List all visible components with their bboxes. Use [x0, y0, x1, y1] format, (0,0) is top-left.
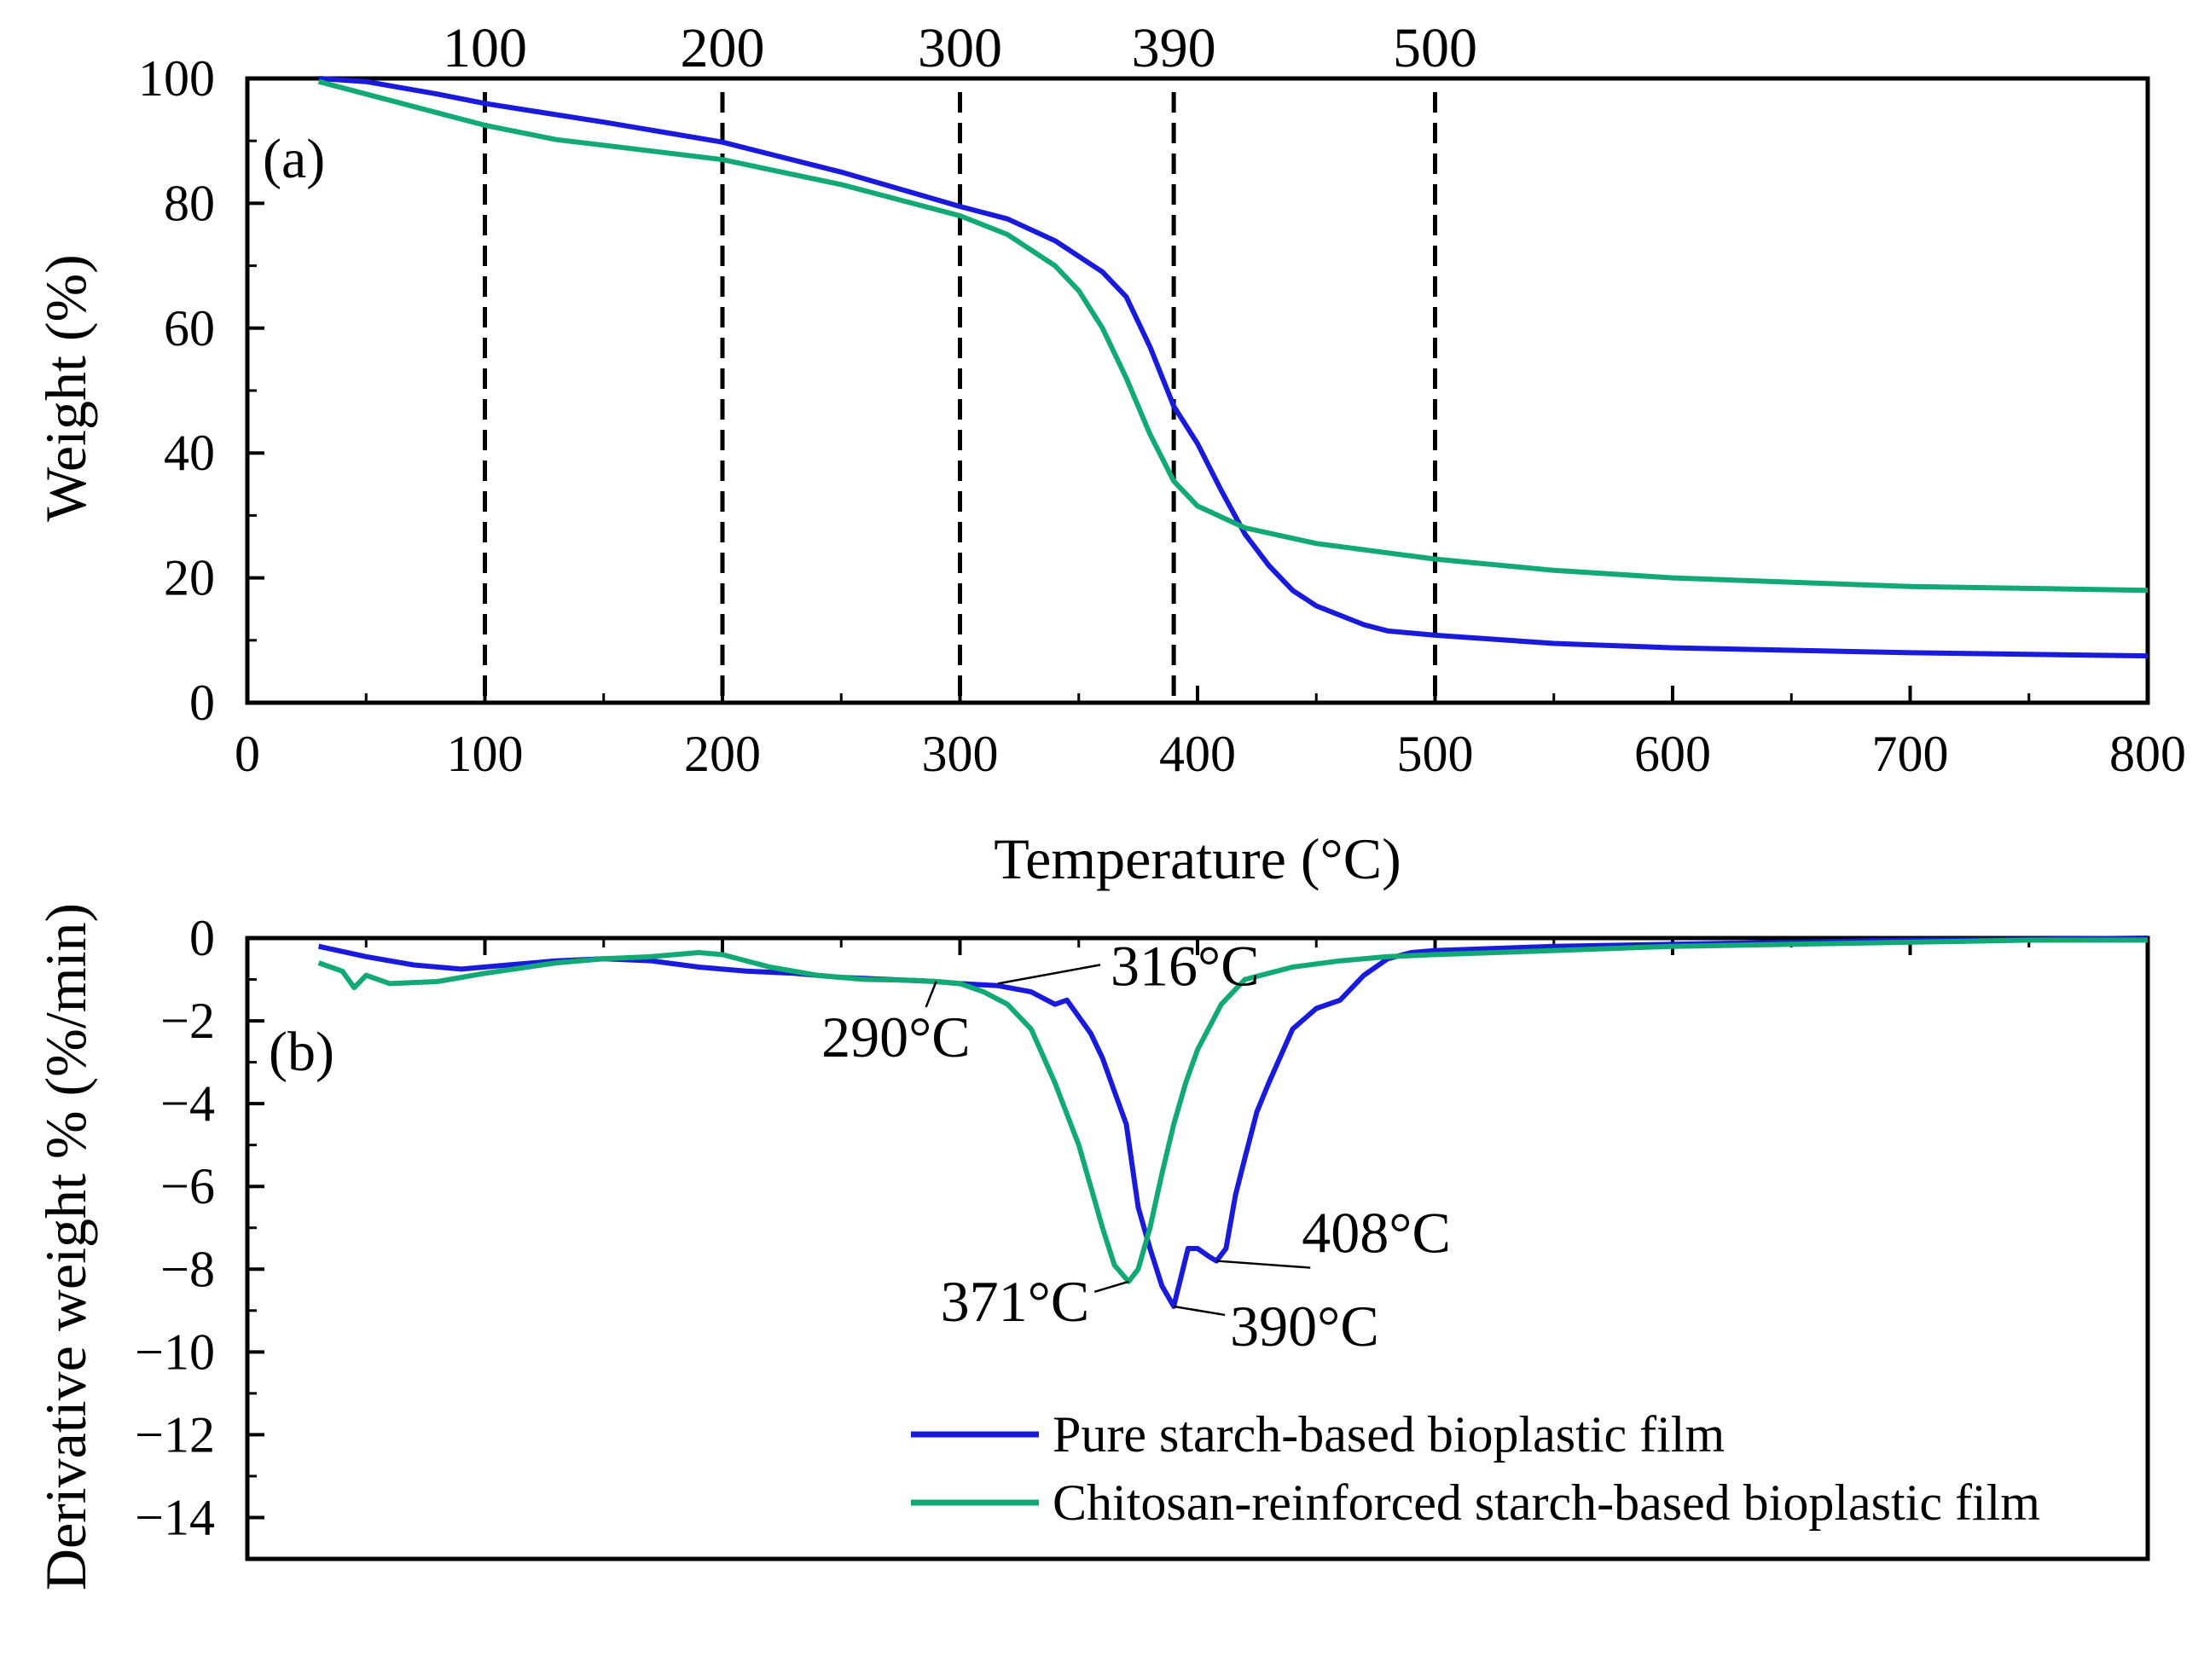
- x-tick-label: 300: [922, 726, 999, 782]
- legend-label-chitosan: Chitosan-reinforced starch-based bioplas…: [1053, 1474, 2040, 1531]
- y-tick-label: −12: [135, 1406, 215, 1463]
- panel-b-series: [317, 936, 2149, 1309]
- annotation-leader: [1216, 1260, 1311, 1269]
- y-tick-label: 80: [164, 175, 215, 231]
- legend: Pure starch-based bioplastic film Chitos…: [911, 1406, 2040, 1531]
- x-tick-label: 400: [1159, 726, 1236, 782]
- panel-b-label: (b): [269, 1021, 334, 1083]
- x-axis-title: Temperature (°C): [994, 826, 1401, 891]
- panel-a-ylabel: Weight (%): [33, 254, 98, 522]
- panel-a-reference-lines: 100 200 300 390 500: [443, 17, 1477, 703]
- annotation-label: 316°C: [1111, 933, 1260, 998]
- reference-line-label: 300: [918, 17, 1002, 79]
- annotation-label: 408°C: [1302, 1201, 1451, 1266]
- annotation-leader: [925, 981, 937, 1008]
- dtg-curve-chitosan: [317, 937, 2148, 1284]
- panel-b-ylabel: Derivative weight % (%/min): [33, 903, 98, 1590]
- panel-a-label: (a): [263, 128, 325, 190]
- y-tick-label: −8: [160, 1241, 215, 1297]
- y-tick-label: −2: [160, 993, 215, 1049]
- y-tick-label: 20: [164, 550, 215, 606]
- panel-a-frame: [245, 76, 2150, 705]
- reference-line-label: 100: [443, 17, 527, 79]
- annotation-leader: [1093, 1280, 1129, 1294]
- annotation-label: 390°C: [1230, 1294, 1379, 1358]
- tga-curve-pure: [318, 76, 2149, 659]
- reference-line-label: 390: [1132, 17, 1216, 79]
- y-tick-label: 0: [189, 675, 215, 731]
- y-tick-label: −14: [135, 1489, 215, 1545]
- x-tick-label: 100: [447, 726, 524, 782]
- y-tick-label: −4: [160, 1075, 215, 1132]
- annotation-leader: [997, 964, 1101, 985]
- reference-line-label: 500: [1393, 17, 1477, 79]
- y-tick-label: 40: [164, 425, 215, 481]
- x-tick-label: 0: [235, 726, 260, 782]
- x-tick-label: 200: [684, 726, 761, 782]
- panel-b-ticks: 0 −2 −4 −6 −8 −10 −12 −14: [135, 910, 2149, 1561]
- legend-label-pure: Pure starch-based bioplastic film: [1053, 1406, 1725, 1463]
- panel-b-annotations: 316°C 290°C 371°C 390°C 408°C: [821, 933, 1451, 1358]
- x-tick-label: 800: [2109, 726, 2186, 782]
- annotation-label: 371°C: [941, 1269, 1090, 1334]
- y-tick-label: 100: [138, 50, 215, 107]
- x-tick-label: 700: [1872, 726, 1949, 782]
- panel-a-ticks: 0 100 200 300 400 500 600 700 800 0 20 40 60 80 100: [138, 50, 2186, 782]
- annotation-label: 290°C: [821, 1005, 971, 1069]
- annotation-leader: [1173, 1305, 1226, 1317]
- dtg-curve-pure: [317, 936, 2149, 1309]
- y-tick-label: −6: [160, 1158, 215, 1214]
- x-tick-label: 500: [1397, 726, 1474, 782]
- y-tick-label: 60: [164, 300, 215, 356]
- y-tick-label: 0: [189, 910, 215, 966]
- tga-curve-chitosan: [317, 78, 2149, 594]
- x-tick-label: 600: [1634, 726, 1711, 782]
- y-tick-label: −10: [135, 1324, 215, 1380]
- panel-a-series: [317, 76, 2149, 659]
- reference-line-label: 200: [681, 17, 765, 79]
